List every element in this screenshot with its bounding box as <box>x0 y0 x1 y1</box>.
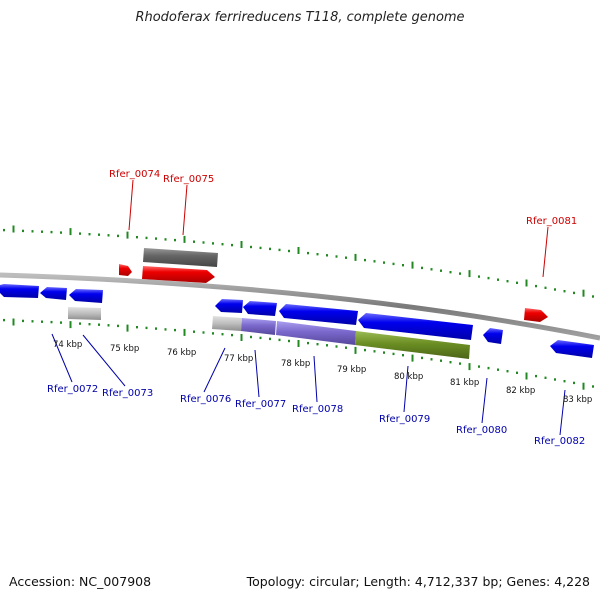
reverse-gene-labels: Rfer_0072 Rfer_0073 Rfer_0076 Rfer_0077 … <box>47 333 585 447</box>
label-leader-line <box>542 226 549 278</box>
scale-label: 77 kbp <box>224 354 253 364</box>
scale-label: 81 kbp <box>450 378 479 388</box>
scale-labels: 74 kbp 75 kbp 76 kbp 77 kbp 78 kbp 79 kb… <box>53 340 592 405</box>
reverse-strand-genes <box>0 284 594 359</box>
gene-arrow-forward[interactable] <box>142 266 215 283</box>
scale-label: 74 kbp <box>53 340 82 350</box>
gene-arrow-reverse[interactable] <box>0 284 39 298</box>
gene-label-rfer-0079[interactable]: Rfer_0079 <box>379 414 430 425</box>
label-leader-line <box>559 389 566 436</box>
forward-gene-labels: Rfer_0074 Rfer_0075 Rfer_0081 <box>109 169 577 278</box>
gene-arrow-reverse[interactable] <box>243 301 277 316</box>
label-leader-line <box>313 355 318 403</box>
gene-bar-olive[interactable] <box>355 331 470 359</box>
gene-label-rfer-0075[interactable]: Rfer_0075 <box>163 174 214 185</box>
label-leader-line <box>403 365 409 413</box>
gene-label-rfer-0077[interactable]: Rfer_0077 <box>235 399 286 410</box>
label-leader-line <box>128 179 134 231</box>
gene-arrow-forward[interactable] <box>119 264 132 276</box>
map-title: Rhodoferax ferrireducens T118, complete … <box>135 10 465 25</box>
inner-tick-row <box>3 318 594 390</box>
label-leader-line <box>51 333 73 383</box>
gene-label-rfer-0082[interactable]: Rfer_0082 <box>534 436 585 447</box>
gene-label-rfer-0073[interactable]: Rfer_0073 <box>102 388 153 399</box>
label-leader-line <box>254 349 260 398</box>
gene-arrow-forward[interactable] <box>524 308 548 322</box>
scale-label: 76 kbp <box>167 348 196 358</box>
gene-arrow-reverse[interactable] <box>483 328 503 344</box>
outer-tick-row <box>3 225 594 298</box>
gene-label-rfer-0074[interactable]: Rfer_0074 <box>109 169 160 180</box>
gene-bar-dark[interactable] <box>143 248 218 267</box>
scale-label: 83 kbp <box>563 395 592 405</box>
gene-bar-purple[interactable] <box>276 321 356 345</box>
label-leader-line <box>203 347 226 393</box>
gene-label-rfer-0076[interactable]: Rfer_0076 <box>180 394 231 405</box>
gene-arrow-reverse[interactable] <box>358 313 473 340</box>
gene-arrow-reverse[interactable] <box>215 299 243 313</box>
label-leader-line <box>481 377 488 424</box>
scale-label: 80 kbp <box>394 372 423 382</box>
gene-label-rfer-0072[interactable]: Rfer_0072 <box>47 384 98 395</box>
scale-label: 75 kbp <box>110 344 139 354</box>
gene-bar-purple[interactable] <box>241 318 276 335</box>
gene-label-rfer-0078[interactable]: Rfer_0078 <box>292 404 343 415</box>
gene-bar-pseudo[interactable] <box>68 307 101 320</box>
label-leader-line <box>182 184 188 236</box>
genome-backbone <box>0 272 600 341</box>
gene-arrow-reverse[interactable] <box>69 289 103 303</box>
gene-bar-pseudo[interactable] <box>212 316 242 331</box>
scale-label: 82 kbp <box>506 386 535 396</box>
scale-label: 78 kbp <box>281 359 310 369</box>
gene-arrow-reverse[interactable] <box>279 304 358 325</box>
accession-text: Accession: NC_007908 <box>9 574 152 589</box>
label-leader-line <box>82 334 126 387</box>
gene-arrow-reverse[interactable] <box>40 287 67 300</box>
gene-label-rfer-0081[interactable]: Rfer_0081 <box>526 216 577 227</box>
scale-label: 79 kbp <box>337 365 366 375</box>
gene-label-rfer-0080[interactable]: Rfer_0080 <box>456 425 507 436</box>
gene-arrow-reverse[interactable] <box>550 340 594 358</box>
genome-summary-text: Topology: circular; Length: 4,712,337 bp… <box>246 574 590 589</box>
forward-strand-genes <box>119 248 548 322</box>
